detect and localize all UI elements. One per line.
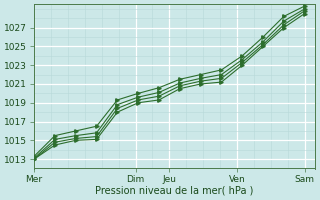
X-axis label: Pression niveau de la mer( hPa ): Pression niveau de la mer( hPa ) bbox=[95, 186, 254, 196]
